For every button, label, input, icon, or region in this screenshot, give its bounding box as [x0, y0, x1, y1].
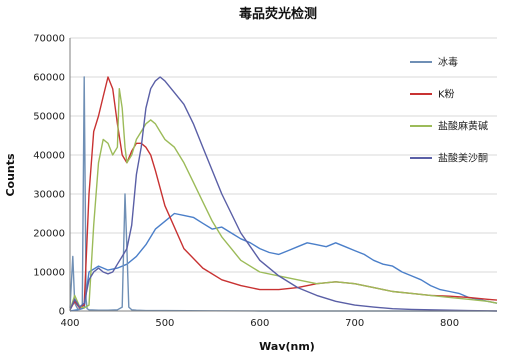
- x-axis-title: Wav(nm): [259, 340, 315, 353]
- y-tick-label: 70000: [33, 34, 65, 45]
- y-axis-title: Counts: [4, 153, 17, 197]
- grid-lines: [70, 37, 497, 312]
- y-tick-label: 30000: [33, 190, 65, 201]
- series-line-3: [69, 76, 498, 312]
- x-tick-label: 500: [155, 318, 174, 329]
- x-tick-label: 700: [345, 318, 364, 329]
- series-line-2: [69, 87, 498, 311]
- x-tick-label: 400: [60, 318, 79, 329]
- series-line-4: [69, 212, 498, 312]
- y-tick-label: 60000: [33, 73, 65, 84]
- legend-label: 冰毒: [438, 56, 458, 69]
- legend-label: K粉: [438, 88, 455, 101]
- legend-label: 盐酸麻黄碱: [438, 120, 488, 133]
- chart-title: 毒品荧光检测: [239, 6, 317, 22]
- x-tick-labels: 400 500 600 700 800: [60, 318, 459, 329]
- y-tick-labels: 0 10000 20000 30000 40000 50000 60000 70000: [33, 34, 65, 318]
- x-tick-label: 600: [250, 318, 269, 329]
- axes: [69, 38, 497, 312]
- y-tick-label: 40000: [33, 151, 65, 162]
- legend-label: 盐酸美沙酮: [438, 152, 488, 165]
- y-tick-label: 10000: [33, 268, 65, 279]
- x-tick-label: 800: [440, 318, 459, 329]
- y-tick-label: 50000: [33, 112, 65, 123]
- y-tick-label: 20000: [33, 229, 65, 240]
- y-tick-label: 0: [59, 307, 65, 318]
